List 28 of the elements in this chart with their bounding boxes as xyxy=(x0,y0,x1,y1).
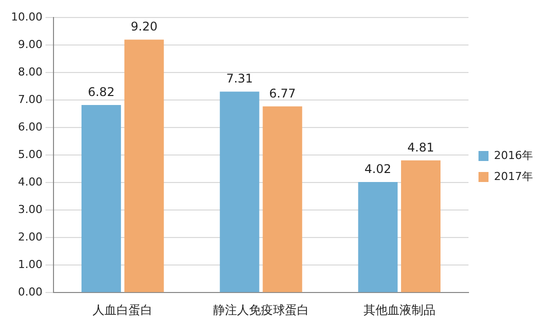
y-tick-label: 4.00 xyxy=(18,175,42,188)
data-label: 7.31 xyxy=(226,72,253,86)
x-tick-label: 人血白蛋白 xyxy=(92,302,153,317)
data-label: 6.77 xyxy=(269,86,296,101)
x-tick-label: 其他血液制品 xyxy=(363,302,436,317)
data-label: 9.20 xyxy=(130,20,158,34)
y-tick-label: 2.00 xyxy=(18,230,42,244)
bar xyxy=(358,182,398,292)
y-tick-label: 7.00 xyxy=(18,92,42,106)
y-tick-label: 0.00 xyxy=(18,285,42,298)
bar xyxy=(220,92,260,292)
y-tick-label: 8.00 xyxy=(18,65,42,78)
bar xyxy=(81,105,121,292)
data-label: 4.02 xyxy=(364,162,392,176)
bar xyxy=(124,40,164,292)
bar xyxy=(262,106,302,292)
y-tick-label: 9.00 xyxy=(18,38,42,51)
legend-label: 2017年 xyxy=(494,170,534,183)
y-tick-label: 6.00 xyxy=(18,120,42,134)
y-tick-label: 10.00 xyxy=(10,10,42,24)
data-label: 6.82 xyxy=(88,85,115,100)
bar xyxy=(401,160,441,292)
y-tick-label: 5.00 xyxy=(18,148,42,161)
data-label: 4.81 xyxy=(407,140,434,154)
y-tick-label: 3.00 xyxy=(18,202,42,216)
x-tick-label: 静注人免疫球蛋白 xyxy=(213,302,309,317)
y-tick-label: 1.00 xyxy=(18,258,42,271)
legend-label: 2016年 xyxy=(494,148,534,162)
